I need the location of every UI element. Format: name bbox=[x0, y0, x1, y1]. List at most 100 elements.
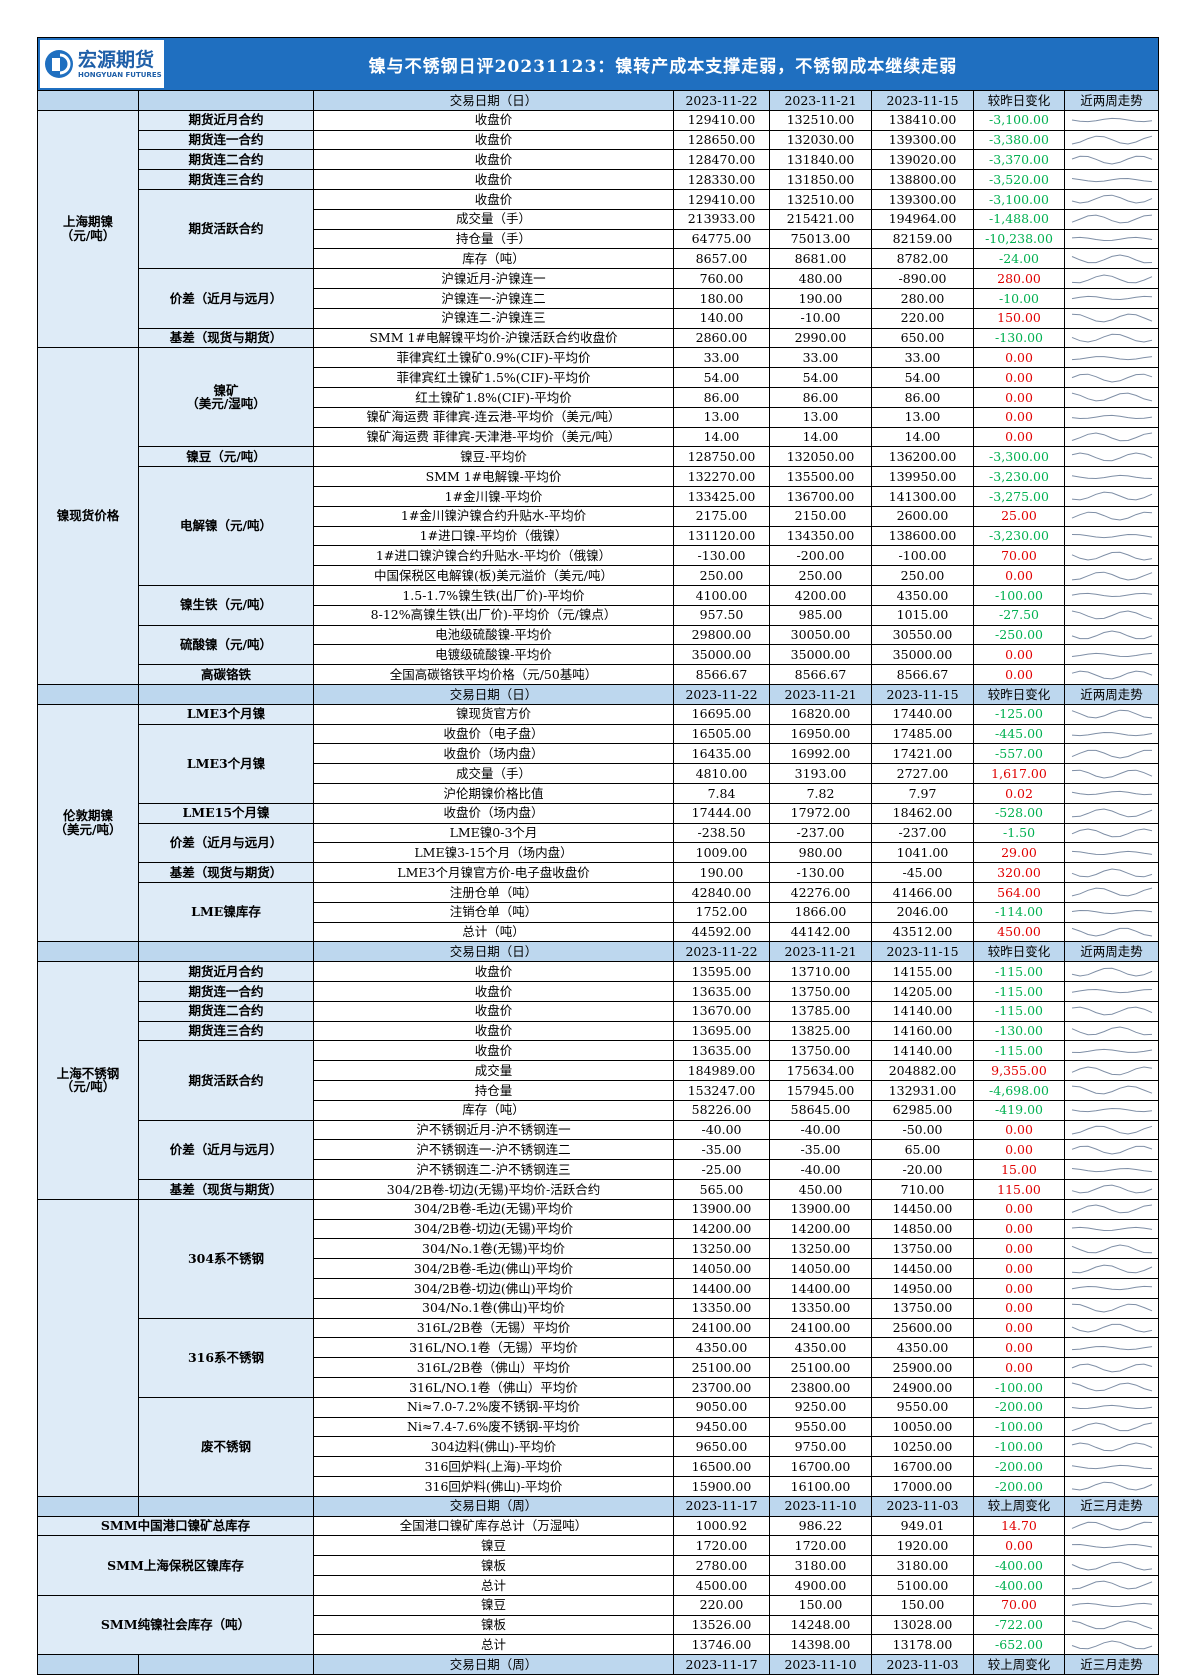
value-cell: -25.00 bbox=[674, 1160, 770, 1180]
sparkline-path bbox=[1071, 1226, 1152, 1231]
sparkline-path bbox=[1071, 1603, 1152, 1608]
value-cell: 24100.00 bbox=[674, 1318, 770, 1339]
trend-cell bbox=[1065, 803, 1159, 824]
value-cell: 44142.00 bbox=[770, 922, 872, 943]
sparkline bbox=[1071, 1561, 1152, 1571]
subgroup-label: 期货活跃合约 bbox=[139, 1041, 314, 1121]
sparkline bbox=[1071, 1048, 1152, 1053]
sparkline bbox=[1071, 1108, 1152, 1113]
item-name: 镍现货官方价 bbox=[314, 704, 674, 725]
sparkline bbox=[1071, 1405, 1152, 1410]
value-cell: 190.00 bbox=[770, 289, 872, 309]
item-name: 316L/NO.1卷（无锡）平均价 bbox=[314, 1338, 674, 1359]
change-cell: -3,230.00 bbox=[974, 467, 1065, 487]
item-name: Ni≈7.0-7.2%废不锈钢-平均价 bbox=[314, 1397, 674, 1418]
subgroup-label: 期货连三合约 bbox=[139, 1021, 314, 1042]
change-cell: 1,617.00 bbox=[974, 764, 1065, 784]
value-cell: 2727.00 bbox=[872, 764, 974, 784]
value-cell: 2860.00 bbox=[674, 328, 770, 349]
label-line: （元/吨） bbox=[60, 1079, 116, 1095]
header-blank bbox=[37, 685, 139, 705]
sparkline-path bbox=[1071, 1006, 1152, 1016]
change-cell: -200.00 bbox=[974, 1397, 1065, 1418]
change-cell: 0.00 bbox=[974, 1120, 1065, 1141]
sparkline-path bbox=[1071, 274, 1152, 283]
change-cell: -400.00 bbox=[974, 1556, 1065, 1576]
sparkline bbox=[1071, 887, 1152, 897]
value-cell: 13900.00 bbox=[770, 1199, 872, 1220]
change-cell: -100.00 bbox=[974, 586, 1065, 606]
change-cell: -115.00 bbox=[974, 1001, 1065, 1022]
header-cell: 2023-11-15 bbox=[872, 942, 974, 963]
trend-cell bbox=[1065, 150, 1159, 171]
header-cell: 交易日期（日） bbox=[314, 685, 674, 705]
sparkline bbox=[1071, 791, 1152, 796]
value-cell: 16700.00 bbox=[770, 1457, 872, 1477]
subgroup-label: 基差（现货与期货） bbox=[139, 328, 314, 349]
sparkline-path bbox=[1071, 1184, 1152, 1194]
trend-cell bbox=[1065, 487, 1159, 507]
trend-cell bbox=[1065, 665, 1159, 685]
value-cell: 986.22 bbox=[770, 1516, 872, 1537]
value-cell: 132270.00 bbox=[674, 467, 770, 487]
change-cell: -130.00 bbox=[974, 328, 1065, 349]
header-cell: 近三月走势 bbox=[1065, 1655, 1159, 1675]
sparkline bbox=[1071, 1286, 1152, 1291]
item-name: 沪不锈钢连一-沪不锈钢连二 bbox=[314, 1140, 674, 1161]
value-cell: 980.00 bbox=[770, 843, 872, 864]
value-cell: 128650.00 bbox=[674, 130, 770, 151]
change-cell: 25.00 bbox=[974, 506, 1065, 527]
sparkline bbox=[1071, 1026, 1152, 1036]
trend-cell bbox=[1065, 190, 1159, 210]
value-cell: 957.50 bbox=[674, 605, 770, 626]
value-cell: 2046.00 bbox=[872, 902, 974, 923]
sparkline bbox=[1071, 1363, 1152, 1372]
subgroup-label: 期货活跃合约 bbox=[139, 190, 314, 270]
change-cell: -100.00 bbox=[974, 1437, 1065, 1458]
trend-cell bbox=[1065, 843, 1159, 864]
value-cell: 135500.00 bbox=[770, 467, 872, 487]
trend-cell bbox=[1065, 784, 1159, 804]
sparkline bbox=[1071, 511, 1152, 521]
value-cell: 8657.00 bbox=[674, 249, 770, 270]
value-cell: 13.00 bbox=[674, 407, 770, 428]
sparkline-path bbox=[1071, 1382, 1152, 1392]
sparkline bbox=[1071, 533, 1152, 539]
item-name: 316回炉料(上海)-平均价 bbox=[314, 1457, 674, 1477]
value-cell: 17440.00 bbox=[872, 704, 974, 725]
change-cell: -3,275.00 bbox=[974, 487, 1065, 507]
value-cell: 16820.00 bbox=[770, 704, 872, 725]
value-cell: 13526.00 bbox=[674, 1615, 770, 1636]
value-cell: 13350.00 bbox=[770, 1298, 872, 1319]
change-cell: 0.00 bbox=[974, 1219, 1065, 1240]
trend-cell bbox=[1065, 1199, 1159, 1220]
item-name: 成交量（手） bbox=[314, 209, 674, 230]
trend-cell bbox=[1065, 467, 1159, 487]
item-name: SMM 1#电解镍平均价-沪镍活跃合约收盘价 bbox=[314, 328, 674, 349]
header-blank bbox=[139, 1496, 314, 1517]
value-cell: 2175.00 bbox=[674, 506, 770, 527]
sparkline-path bbox=[1071, 1543, 1152, 1548]
value-cell: 16700.00 bbox=[872, 1457, 974, 1477]
value-cell: 4350.00 bbox=[872, 586, 974, 606]
subgroup-label: 镍生铁（元/吨） bbox=[139, 586, 314, 626]
value-cell: 14200.00 bbox=[770, 1219, 872, 1240]
subgroup-label: LME3个月镍 bbox=[139, 704, 314, 725]
logo-en: HONGYUAN FUTURES bbox=[78, 71, 162, 79]
label-line: 上海期镍 bbox=[62, 214, 113, 230]
value-cell: 14205.00 bbox=[872, 982, 974, 1002]
sparkline bbox=[1071, 1006, 1152, 1016]
change-cell: 115.00 bbox=[974, 1180, 1065, 1200]
sparkline-path bbox=[1071, 1286, 1152, 1291]
sparkline bbox=[1071, 274, 1152, 283]
value-cell: 25900.00 bbox=[872, 1358, 974, 1378]
header-cell: 较昨日变化 bbox=[974, 942, 1065, 963]
value-cell: 33.00 bbox=[770, 348, 872, 369]
sparkline-path bbox=[1071, 1422, 1152, 1432]
item-name: 1#金川镍沪镍合约升贴水-平均价 bbox=[314, 506, 674, 527]
trend-cell bbox=[1065, 1081, 1159, 1101]
value-cell: 23700.00 bbox=[674, 1378, 770, 1398]
value-cell: 14160.00 bbox=[872, 1021, 974, 1042]
sparkline bbox=[1071, 236, 1152, 241]
